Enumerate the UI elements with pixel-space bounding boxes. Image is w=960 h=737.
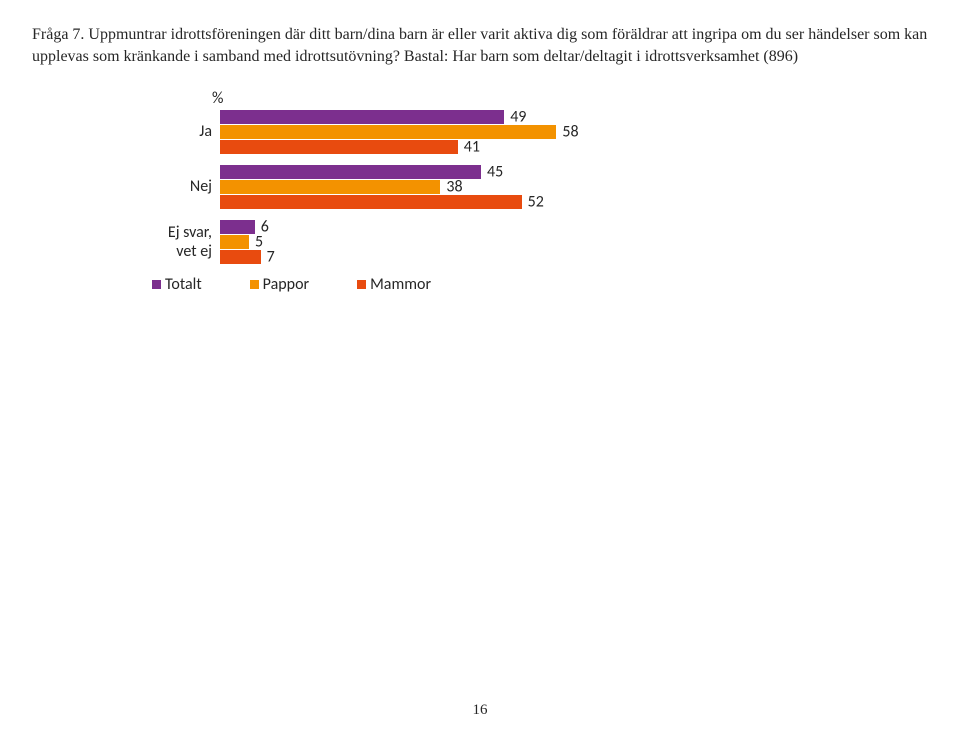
bar-value: 58	[562, 123, 578, 142]
bar: 52	[220, 195, 522, 209]
legend-swatch	[357, 280, 366, 289]
chart: % Ja495841Nej453852Ej svar,vet ej657	[152, 89, 832, 265]
bar-row: 41	[220, 140, 832, 154]
category-bars: 453852	[220, 165, 832, 210]
bar-row: 38	[220, 180, 832, 194]
bar-row: 45	[220, 165, 832, 179]
bar: 41	[220, 140, 458, 154]
legend-item: Totalt	[152, 275, 202, 294]
bar: 6	[220, 220, 255, 234]
bar-value: 41	[464, 138, 480, 157]
category-bars: 495841	[220, 110, 832, 155]
bar-row: 58	[220, 125, 832, 139]
bar: 5	[220, 235, 249, 249]
bar-value: 7	[267, 248, 275, 267]
bar-row: 6	[220, 220, 832, 234]
question-title: Fråga 7. Uppmuntrar idrottsföreningen dä…	[32, 24, 928, 67]
legend-swatch	[250, 280, 259, 289]
legend-item: Pappor	[250, 275, 309, 294]
bar-value: 49	[510, 108, 526, 127]
page-number: 16	[0, 702, 960, 719]
category-label: Nej	[152, 178, 220, 196]
legend-item: Mammor	[357, 275, 431, 294]
bar-row: 52	[220, 195, 832, 209]
chart-group: Nej453852	[152, 165, 832, 210]
bar-value: 5	[255, 233, 263, 252]
bar: 58	[220, 125, 556, 139]
category-label: Ja	[152, 123, 220, 141]
chart-group: Ej svar,vet ej657	[152, 220, 832, 265]
bar-row: 49	[220, 110, 832, 124]
bar-value: 45	[487, 163, 503, 182]
bar-value: 38	[446, 178, 462, 197]
legend-label: Pappor	[263, 275, 309, 294]
legend: Totalt Pappor Mammor	[152, 275, 928, 294]
legend-swatch	[152, 280, 161, 289]
bar-row: 7	[220, 250, 832, 264]
bar-row: 5	[220, 235, 832, 249]
legend-label: Mammor	[370, 275, 431, 294]
bar: 45	[220, 165, 481, 179]
category-label: Ej svar,vet ej	[152, 224, 220, 261]
unit-label: %	[212, 89, 832, 108]
bar-value: 52	[528, 193, 544, 212]
bar: 38	[220, 180, 440, 194]
bar: 7	[220, 250, 261, 264]
bar: 49	[220, 110, 504, 124]
category-bars: 657	[220, 220, 832, 265]
legend-label: Totalt	[165, 275, 202, 294]
chart-group: Ja495841	[152, 110, 832, 155]
